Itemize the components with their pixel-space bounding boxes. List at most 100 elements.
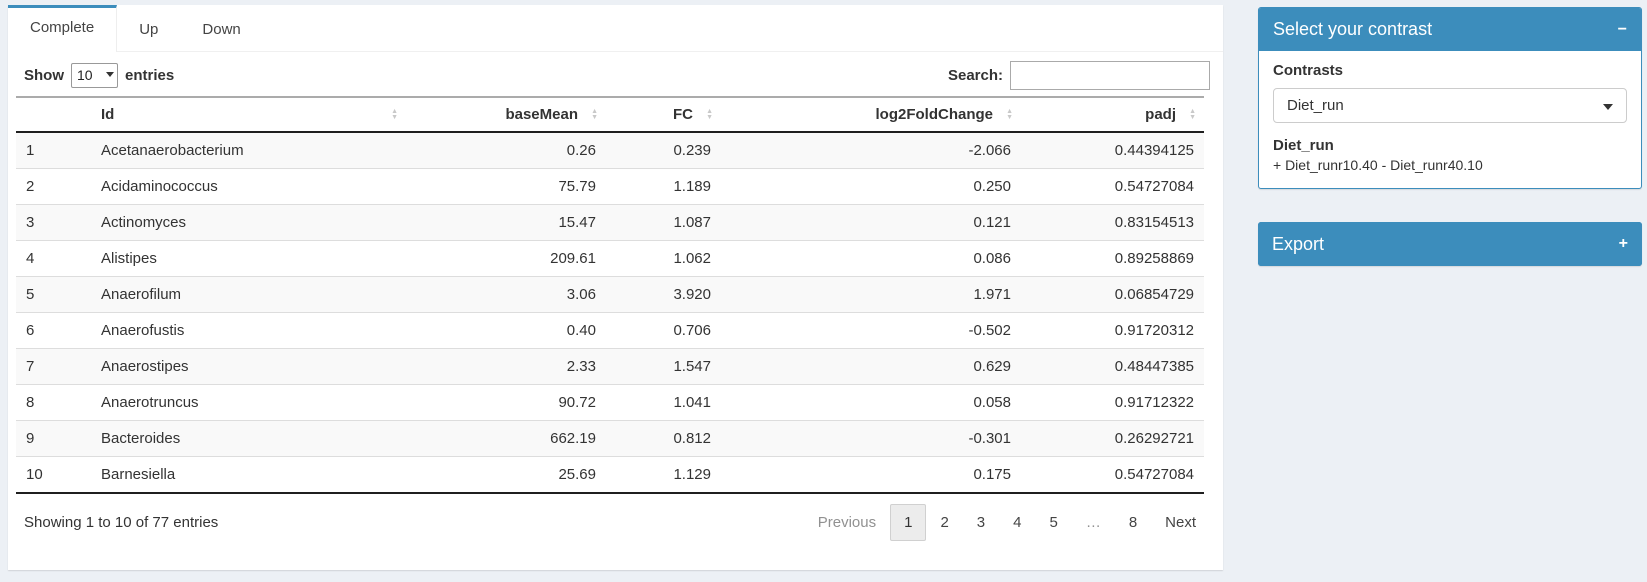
cell-baseMean: 662.19: [406, 420, 606, 457]
cell-log2fc: 0.058: [721, 384, 1021, 421]
cell-padj: 0.83154513: [1021, 204, 1204, 241]
cell-padj: 0.89258869: [1021, 240, 1204, 277]
contrast-box-body: Contrasts Diet_run Diet_run + Diet_runr1…: [1259, 51, 1641, 188]
table-info: Showing 1 to 10 of 77 entries: [24, 514, 219, 531]
cell-padj: 0.91712322: [1021, 384, 1204, 421]
cell-n: 7: [16, 348, 91, 385]
chevron-down-icon: [1603, 104, 1613, 110]
pagination-previous[interactable]: Previous: [817, 514, 877, 531]
cell-fc: 1.547: [606, 348, 721, 385]
cell-id: Acetanaerobacterium: [101, 142, 244, 159]
tab-bar: Complete Up Down: [8, 5, 1223, 52]
cell-padj: 0.54727084: [1021, 168, 1204, 205]
cell-fc: 1.189: [606, 168, 721, 205]
cell-fc: 3.920: [606, 276, 721, 313]
column-header-baseMean[interactable]: baseMean ▲ ▼: [406, 96, 606, 133]
tab-complete[interactable]: Complete: [8, 5, 118, 52]
page-length-control: Show 10 entries: [24, 62, 174, 88]
pagination-page-4[interactable]: 4: [1013, 514, 1022, 531]
table-row: 10 Barnesiella 25.69 1.129 0.175 0.54727084: [16, 456, 1204, 493]
cell-fc: 1.041: [606, 384, 721, 421]
cell-n: 6: [16, 312, 91, 349]
cell-n: 1: [26, 142, 35, 159]
cell-log2fc: -0.502: [721, 312, 1021, 349]
cell-baseMean: 0.26: [566, 142, 596, 159]
cell-fc: 1.062: [606, 240, 721, 277]
table-header: Id ▲ ▼ baseMean ▲ ▼ FC ▲ ▼ log2FoldChange ▲ ▼ padj ▲ ▼: [16, 96, 1204, 133]
cell-id: Alistipes: [91, 240, 406, 277]
contrast-formula: + Diet_runr10.40 - Diet_runr40.10: [1273, 157, 1483, 173]
cell-id: Actinomyces: [91, 204, 406, 241]
cell-id: Acidaminococcus: [91, 168, 406, 205]
cell-id: Anaerostipes: [91, 348, 406, 385]
pagination-page-5[interactable]: 5: [1049, 514, 1058, 531]
table-row: 5 Anaerofilum 3.06 3.920 1.971 0.06854729: [16, 276, 1204, 313]
contrast-box-header: Select your contrast −: [1259, 8, 1641, 51]
sort-icon: ▲ ▼: [1189, 107, 1196, 121]
cell-fc: 1.129: [606, 456, 721, 493]
cell-n: 2: [16, 168, 91, 205]
table-row: 1 Acetanaerobacterium 0.26 0.239 -2.066 0.443…: [16, 132, 1204, 169]
cell-id: Anaerofilum: [91, 276, 406, 313]
cell-baseMean: 25.69: [406, 456, 606, 493]
show-label: Show: [24, 66, 64, 84]
search-input[interactable]: [1010, 60, 1210, 90]
contrast-select[interactable]: Diet_run: [1273, 88, 1627, 123]
export-box-title: Export: [1272, 233, 1325, 254]
column-header-padj[interactable]: padj ▲ ▼: [1021, 96, 1204, 133]
results-panel: Complete Up Down Show 10 entries Search: I…: [8, 5, 1223, 570]
table-row: 7 Anaerostipes 2.33 1.547 0.629 0.48447385: [16, 348, 1204, 385]
column-header-log2fc[interactable]: log2FoldChange ▲ ▼: [721, 96, 1021, 133]
page-length-select[interactable]: 10: [71, 62, 118, 88]
cell-log2fc: 0.629: [721, 348, 1021, 385]
table-row: 3 Actinomyces 15.47 1.087 0.121 0.83154513: [16, 204, 1204, 241]
search-label: Search:: [947, 66, 1003, 84]
cell-n: 8: [16, 384, 91, 421]
cell-n: 5: [16, 276, 91, 313]
cell-padj: 0.06854729: [1021, 276, 1204, 313]
pagination: Previous 1 2 3 4 5 … 8 Next: [804, 504, 1210, 541]
collapse-minus-icon[interactable]: −: [1617, 20, 1627, 38]
cell-baseMean: 2.33: [406, 348, 606, 385]
cell-padj: 0.54727084: [1021, 456, 1204, 493]
cell-padj: 0.91720312: [1021, 312, 1204, 349]
tab-down[interactable]: Down: [202, 21, 241, 38]
tab-up[interactable]: Up: [139, 21, 159, 38]
cell-baseMean: 15.47: [406, 204, 606, 241]
cell-baseMean: 209.61: [406, 240, 606, 277]
cell-padj: 0.48447385: [1021, 348, 1204, 385]
cell-baseMean: 0.40: [406, 312, 606, 349]
cell-log2fc: 0.121: [721, 204, 1021, 241]
cell-fc: 1.087: [606, 204, 721, 241]
cell-baseMean: 90.72: [406, 384, 606, 421]
cell-n: 10: [16, 456, 91, 493]
results-table: Id ▲ ▼ baseMean ▲ ▼ FC ▲ ▼ log2FoldChange ▲ ▼ padj ▲ ▼…: [16, 96, 1204, 494]
cell-log2fc: 0.250: [721, 168, 1021, 205]
column-header-id[interactable]: Id ▲ ▼: [91, 96, 406, 133]
pagination-ellipsis: …: [1085, 514, 1101, 531]
sort-icon: ▲ ▼: [591, 107, 598, 121]
cell-log2fc: -2.066: [968, 142, 1011, 159]
expand-plus-icon: +: [1618, 235, 1628, 252]
cell-padj: 0.44394125: [1114, 142, 1194, 159]
pagination-page-2[interactable]: 2: [940, 514, 949, 531]
cell-id: Bacteroides: [91, 420, 406, 457]
export-box-header[interactable]: Export +: [1258, 222, 1642, 266]
table-row: 6 Anaerofustis 0.40 0.706 -0.502 0.91720312: [16, 312, 1204, 349]
cell-log2fc: -0.301: [721, 420, 1021, 457]
page-length-select-wrap: 10: [71, 62, 118, 88]
pagination-next[interactable]: Next: [1165, 514, 1196, 531]
table-footer: Showing 1 to 10 of 77 entries Previous 1 2…: [8, 494, 1223, 541]
contrast-box: Select your contrast − Contrasts Diet_ru…: [1258, 7, 1642, 189]
contrast-box-title: Select your contrast: [1273, 19, 1433, 39]
column-header-index: [16, 96, 91, 133]
pagination-page-8[interactable]: 8: [1128, 514, 1138, 531]
cell-n: 3: [16, 204, 91, 241]
column-header-fc[interactable]: FC ▲ ▼: [606, 96, 721, 133]
pagination-page-3[interactable]: 3: [976, 514, 986, 531]
pagination-page-1[interactable]: 1: [890, 504, 927, 541]
cell-fc: 0.239: [673, 142, 711, 159]
table-row: 2 Acidaminococcus 75.79 1.189 0.250 0.5472708…: [16, 168, 1204, 205]
cell-fc: 0.706: [606, 312, 721, 349]
table-row: 8 Anaerotruncus 90.72 1.041 0.058 0.91712322: [16, 384, 1204, 421]
